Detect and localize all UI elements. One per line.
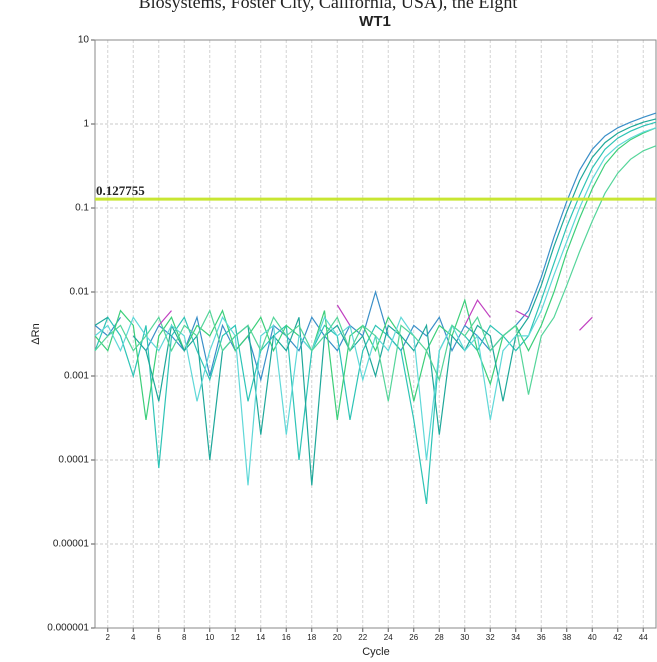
amplification-curve: [94, 118, 657, 486]
x-tick-label: 16: [282, 633, 291, 642]
x-tick-label: 10: [205, 633, 214, 642]
x-tick-label: 4: [131, 633, 136, 642]
x-tick-label: 6: [157, 633, 162, 642]
amplification-curve: [94, 127, 657, 420]
plot-border: [94, 39, 657, 629]
x-tick-label: 40: [588, 633, 597, 642]
y-tick-label: 0.001: [64, 371, 89, 382]
x-tick-label: 44: [639, 633, 648, 642]
y-tick-label: 1: [83, 119, 89, 130]
threshold-label: 0.127755: [96, 183, 145, 198]
x-tick-label: 36: [537, 633, 546, 642]
x-tick-label: 30: [460, 633, 469, 642]
y-tick-label: 0.1: [75, 203, 89, 214]
y-tick-label: 0.01: [70, 287, 90, 298]
x-tick-label: 32: [486, 633, 495, 642]
x-tick-label: 8: [182, 633, 187, 642]
x-axis-label: Cycle: [362, 646, 390, 658]
x-tick-label: 2: [106, 633, 111, 642]
x-tick-label: 14: [256, 633, 265, 642]
y-tick-label: 0.00001: [53, 539, 90, 550]
x-tick-label: 22: [358, 633, 367, 642]
x-tick-label: 34: [511, 633, 520, 642]
amplification-curve: [158, 298, 593, 331]
x-tick-label: 24: [384, 633, 393, 642]
x-tick-label: 28: [435, 633, 444, 642]
y-tick-label: 0.0001: [58, 455, 89, 466]
x-tick-label: 38: [562, 633, 571, 642]
y-tick-label: 0.000001: [47, 623, 89, 634]
plot-area: [95, 40, 656, 628]
caption-fragment: Biosystems, Foster City, California, USA…: [139, 0, 518, 13]
x-tick-label: 26: [409, 633, 418, 642]
chart-title: WT1: [359, 13, 391, 30]
x-tick-label: 18: [307, 633, 316, 642]
y-tick-label: 10: [78, 35, 90, 46]
x-tick-label: 12: [231, 633, 240, 642]
y-axis-label: ΔRn: [30, 323, 42, 344]
x-tick-label: 42: [613, 633, 622, 642]
amplification-curve: [94, 145, 657, 402]
x-tick-label: 20: [333, 633, 342, 642]
